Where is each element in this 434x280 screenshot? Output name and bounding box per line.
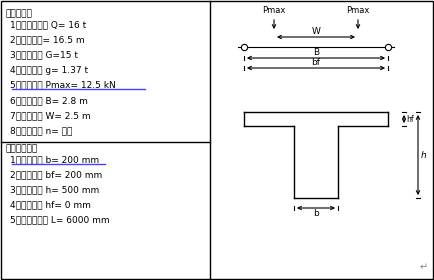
Text: 吊车数据：: 吊车数据： bbox=[5, 9, 32, 18]
Text: h: h bbox=[421, 151, 427, 160]
Text: 3、吊车梁高 h= 500 mm: 3、吊车梁高 h= 500 mm bbox=[10, 185, 99, 194]
Text: B: B bbox=[313, 48, 319, 57]
Text: ↵: ↵ bbox=[420, 262, 428, 272]
Text: 4、上翼缘高 hf= 0 mm: 4、上翼缘高 hf= 0 mm bbox=[10, 200, 91, 210]
Text: 1、吊车起重量 Q= 16 t: 1、吊车起重量 Q= 16 t bbox=[10, 20, 86, 29]
Text: hf: hf bbox=[406, 115, 414, 123]
Text: 4、小车重量 g= 1.37 t: 4、小车重量 g= 1.37 t bbox=[10, 66, 88, 74]
Text: 6、吊车总宽 B= 2.8 m: 6、吊车总宽 B= 2.8 m bbox=[10, 96, 88, 105]
Text: 2、上翼缘宽 bf= 200 mm: 2、上翼缘宽 bf= 200 mm bbox=[10, 170, 102, 179]
Text: 1、吊车梁宽 b= 200 mm: 1、吊车梁宽 b= 200 mm bbox=[10, 155, 99, 164]
Text: bf: bf bbox=[312, 58, 320, 67]
Text: 吊车梁数据：: 吊车梁数据： bbox=[5, 144, 37, 153]
Text: 2、吊车跨度= 16.5 m: 2、吊车跨度= 16.5 m bbox=[10, 35, 85, 44]
Text: 3、吊车总重 G=15 t: 3、吊车总重 G=15 t bbox=[10, 50, 78, 59]
Text: 7、吊车轮距 W= 2.5 m: 7、吊车轮距 W= 2.5 m bbox=[10, 111, 91, 120]
Text: W: W bbox=[312, 27, 320, 36]
Text: Pmax: Pmax bbox=[346, 6, 370, 15]
Text: 8、吊车数量 n= 两台: 8、吊车数量 n= 两台 bbox=[10, 126, 72, 136]
Text: 5、最大轮压 Pmax= 12.5 kN: 5、最大轮压 Pmax= 12.5 kN bbox=[10, 81, 116, 90]
Text: Pmax: Pmax bbox=[262, 6, 286, 15]
Text: 5、吊车梁跨度 L= 6000 mm: 5、吊车梁跨度 L= 6000 mm bbox=[10, 216, 110, 225]
Text: b: b bbox=[313, 209, 319, 218]
